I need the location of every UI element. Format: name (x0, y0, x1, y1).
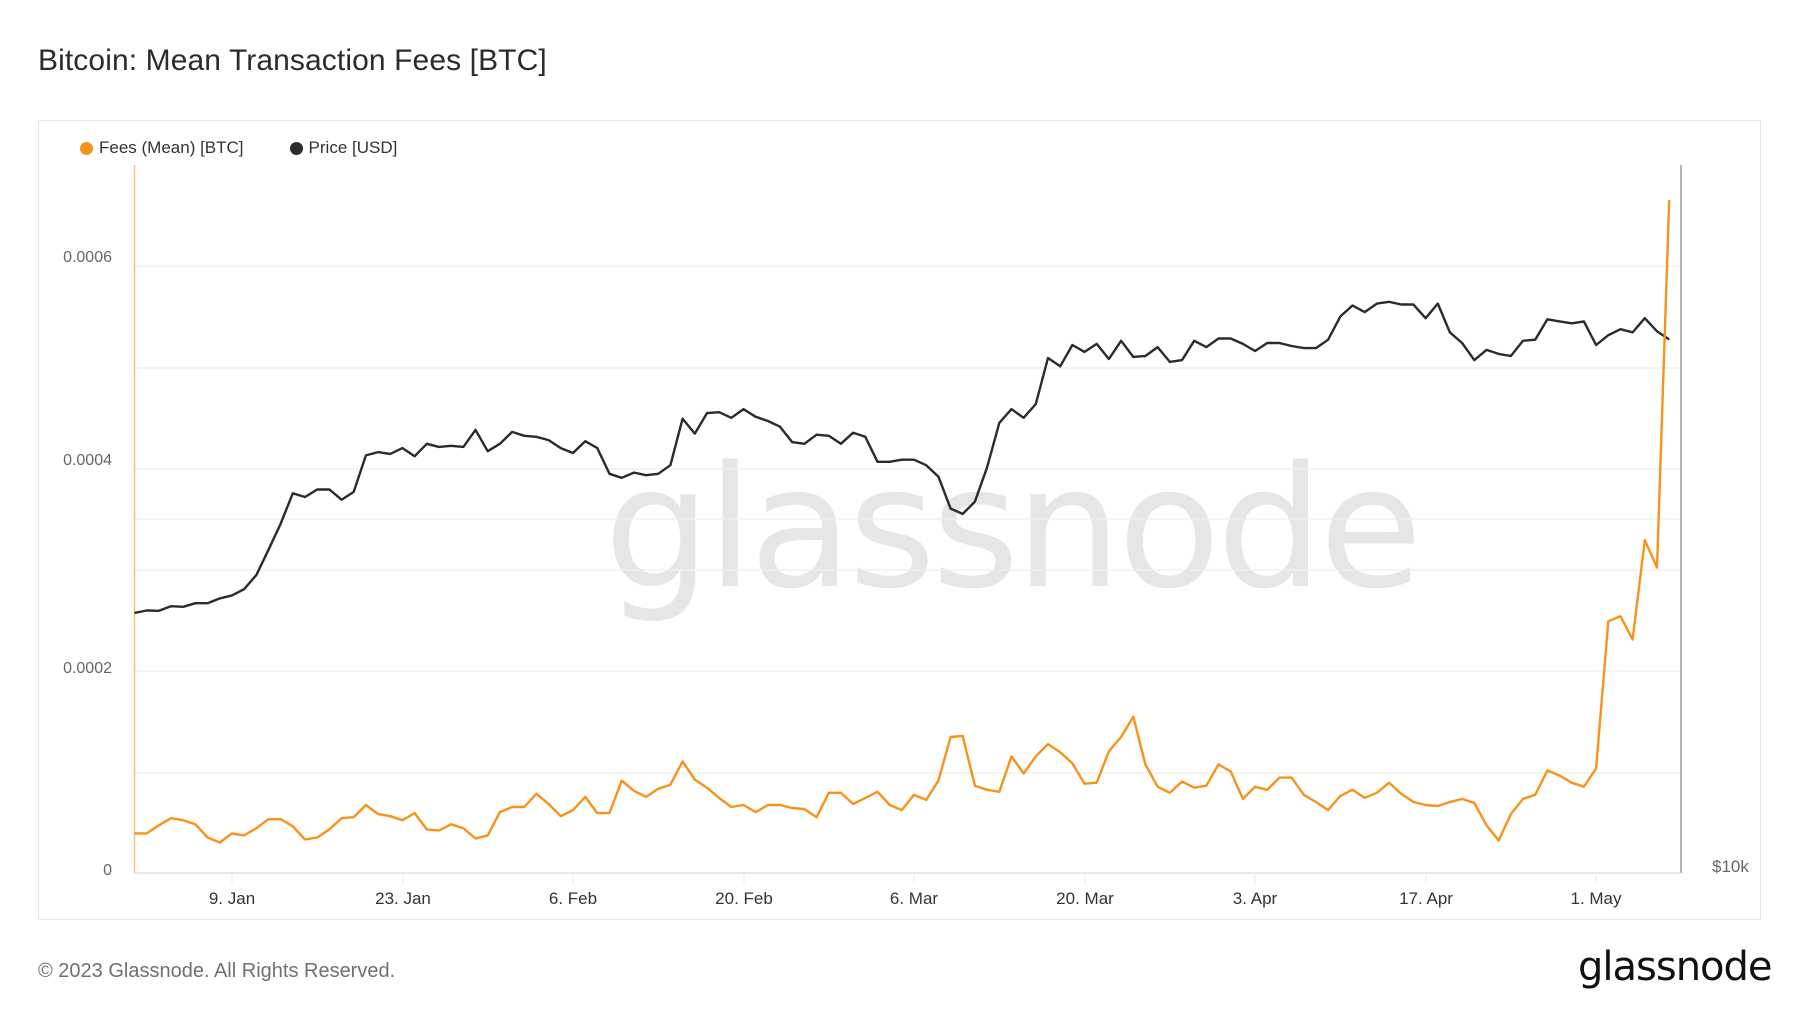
x-tick-label: 6. Mar (889, 889, 939, 908)
grid-lines (134, 265, 1681, 774)
y-right-tick-10k: $10k (1712, 857, 1749, 876)
chart-legend: Fees (Mean) [BTC] Price [USD] (80, 138, 397, 158)
x-tick-label: 9. Jan (208, 889, 256, 908)
x-tick-label: 6. Feb (548, 889, 598, 908)
y-tick-0: 0 (103, 862, 112, 879)
x-tick-label: 1. May (1570, 889, 1622, 908)
legend-item-fees[interactable]: Fees (Mean) [BTC] (80, 138, 244, 158)
copyright-text: © 2023 Glassnode. All Rights Reserved. (38, 960, 396, 982)
legend-label-price: Price [USD] (308, 138, 398, 157)
x-tick-label: 3. Apr (1232, 889, 1278, 908)
x-axis-ticks (231, 873, 1597, 883)
x-tick-label: 23. Jan (375, 889, 431, 908)
x-tick-label: 17. Apr (1399, 889, 1453, 908)
page-title: Bitcoin: Mean Transaction Fees [BTC] (38, 44, 547, 77)
y-tick-0.0002: 0.0002 (63, 660, 112, 677)
legend-label-fees: Fees (Mean) [BTC] (99, 138, 244, 157)
chart-frame (38, 120, 1761, 920)
glassnode-logo[interactable]: glassnode (1578, 944, 1773, 990)
x-tick-label: 20. Mar (1056, 889, 1114, 908)
legend-item-price[interactable]: Price [USD] (289, 138, 398, 158)
price-dot-icon (289, 141, 303, 155)
price-series-line (134, 300, 1670, 615)
y-tick-0.0006: 0.0006 (63, 249, 112, 266)
x-tick-label: 20. Feb (715, 889, 773, 908)
y-tick-0.0004: 0.0004 (63, 452, 112, 469)
fees-series-line (134, 200, 1671, 844)
fees-dot-icon (80, 141, 93, 155)
